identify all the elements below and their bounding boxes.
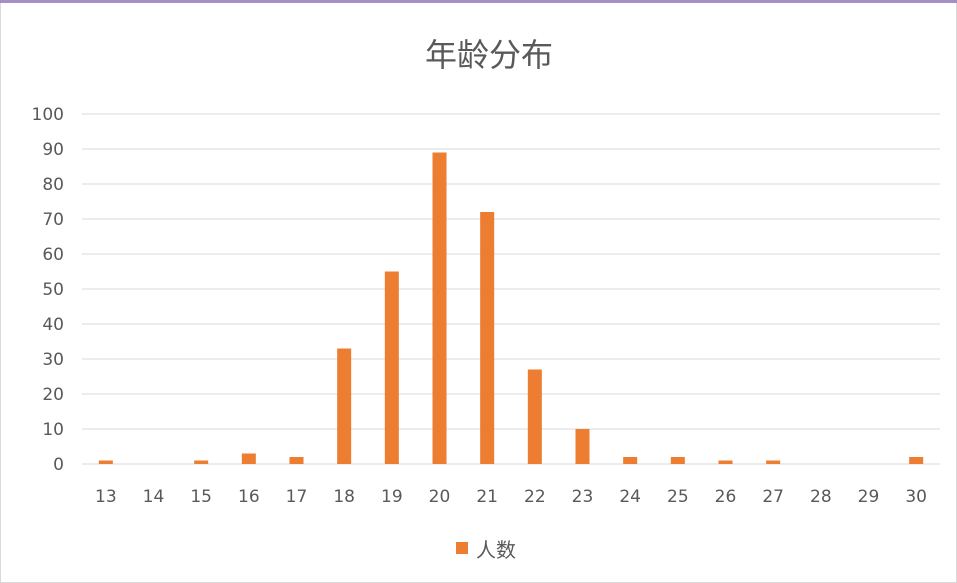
legend: 人数	[456, 538, 516, 562]
x-tick-label: 13	[95, 487, 117, 507]
x-tick-label: 14	[143, 487, 165, 507]
x-tick-label: 21	[476, 487, 498, 507]
x-axis-tick-labels: 13 14 15 16 17 18 19 20 21 22 23 24 25 26 27 28 29 30	[95, 487, 927, 507]
bar-age-16	[241, 453, 256, 464]
bar-age-17	[289, 457, 304, 464]
x-tick-label: 26	[715, 487, 737, 507]
y-tick-label: 50	[42, 280, 64, 300]
y-tick-label: 60	[42, 245, 64, 265]
y-tick-label: 0	[53, 455, 64, 475]
x-tick-label: 27	[762, 487, 784, 507]
bar-age-15	[194, 460, 209, 464]
bar-age-30	[909, 457, 924, 464]
x-tick-label: 15	[190, 487, 212, 507]
bar-age-19	[384, 271, 399, 464]
bar-age-21	[480, 212, 495, 464]
x-tick-label: 18	[333, 487, 355, 507]
x-tick-label: 28	[810, 487, 832, 507]
x-tick-label: 16	[238, 487, 260, 507]
x-tick-label: 20	[429, 487, 451, 507]
bar-age-22	[527, 369, 542, 464]
x-tick-label: 24	[619, 487, 641, 507]
y-tick-label: 90	[42, 140, 64, 160]
legend-label-renshu: 人数	[476, 538, 516, 562]
x-tick-label: 23	[572, 487, 594, 507]
y-axis-tick-labels: 0 10 20 30 40 50 60 70 80 90 100	[32, 105, 64, 475]
x-tick-label: 25	[667, 487, 689, 507]
x-tick-label: 30	[905, 487, 927, 507]
bar-age-26	[718, 460, 733, 464]
bar-age-18	[337, 348, 352, 464]
x-tick-label: 19	[381, 487, 403, 507]
bar-age-13	[98, 460, 113, 464]
y-tick-label: 70	[42, 210, 64, 230]
y-tick-label: 100	[32, 105, 64, 125]
bar-age-25	[670, 457, 685, 464]
window-top-border	[0, 0, 957, 3]
chart-title: 年龄分布	[425, 36, 553, 74]
bar-series	[98, 152, 924, 464]
grid-lines	[82, 113, 940, 465]
y-tick-label: 10	[42, 420, 64, 440]
bar-age-24	[623, 457, 638, 464]
y-tick-label: 30	[42, 350, 64, 370]
y-tick-label: 80	[42, 175, 64, 195]
y-tick-label: 40	[42, 315, 64, 335]
x-tick-label: 17	[286, 487, 308, 507]
x-tick-label: 22	[524, 487, 546, 507]
y-tick-label: 20	[42, 385, 64, 405]
legend-swatch-renshu	[456, 542, 468, 554]
bar-age-27	[766, 460, 781, 464]
x-tick-label: 29	[858, 487, 880, 507]
bar-age-23	[575, 429, 590, 464]
bar-age-20	[432, 152, 447, 464]
